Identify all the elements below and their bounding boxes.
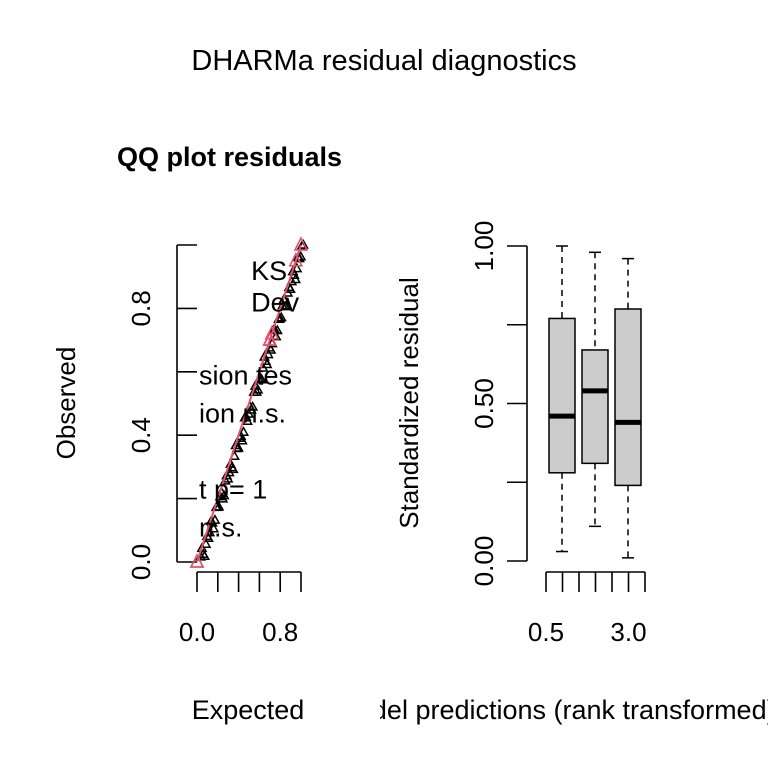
- qq-point: [261, 358, 273, 369]
- qq-point: [270, 330, 282, 341]
- qq-overlay-text: t p= 1: [199, 475, 267, 505]
- qq-point: [290, 273, 302, 284]
- qq-x-axis: 0.0 0.8: [179, 571, 302, 647]
- qq-overlay-text: ion n.s.: [199, 399, 286, 429]
- qq-point: [284, 283, 296, 293]
- qq-overlay-text: KS: [251, 256, 287, 286]
- box-y-axis-label: Standardized residual: [394, 277, 424, 529]
- qq-point: [247, 401, 259, 411]
- qq-reference-line: [196, 244, 302, 563]
- qq-point: [208, 522, 220, 533]
- qq-point: [222, 472, 234, 483]
- boxplot-box: [548, 317, 576, 474]
- qq-point: [213, 500, 225, 511]
- qq-x-axis-label: Expected: [192, 695, 305, 725]
- box-y-tick-label: 0.50: [469, 378, 499, 429]
- residual-boxplot-panel: 0.00 0.50 1.00 0.5 3.0 Standardized residua…: [334, 221, 768, 725]
- box-y-tick-label: 0.00: [469, 536, 499, 587]
- qq-point: [199, 550, 211, 561]
- box-y-axis: 0.00 0.50 1.00: [469, 221, 528, 587]
- boxplot-box-group: [614, 257, 642, 559]
- qq-y-tick-label: 0.8: [126, 290, 156, 326]
- qq-point: [241, 415, 253, 426]
- qq-outlier-triangle: [264, 324, 280, 340]
- qq-outlier-triangle: [189, 553, 205, 568]
- qq-point: [280, 299, 292, 310]
- boxplot-box-group: [548, 245, 576, 553]
- boxplot-box: [581, 349, 609, 465]
- boxplot-box-group: [581, 251, 609, 528]
- box-y-tick-label: 1.00: [469, 221, 499, 272]
- qq-point: [278, 293, 290, 304]
- qq-point: [275, 311, 287, 322]
- qq-plot-title: QQ plot residuals: [117, 142, 342, 172]
- qq-y-tick-label: 0.0: [126, 544, 156, 580]
- qq-point: [227, 463, 239, 474]
- qq-outlier-triangle: [288, 252, 304, 267]
- box-x-axis: 0.5 3.0: [528, 571, 647, 647]
- qq-point: [297, 238, 309, 249]
- qq-point: [256, 373, 268, 384]
- qq-x-tick-label: 0.8: [262, 617, 298, 647]
- qq-point: [232, 441, 244, 452]
- qq-point: [265, 343, 277, 354]
- qq-point: [218, 489, 230, 500]
- qq-point: [295, 250, 307, 261]
- box-x-axis-label-clip: Model predictions (rank transformed): [334, 695, 768, 725]
- qq-point: [202, 532, 214, 542]
- qq-y-tick-label: 0.4: [126, 417, 156, 453]
- qq-point: [238, 426, 250, 436]
- qq-overlay-text: sion tes: [199, 360, 292, 390]
- qq-x-tick-label: 0.0: [179, 617, 215, 647]
- box-x-tick-label: 0.5: [528, 617, 564, 647]
- box-x-tick-label: 3.0: [610, 617, 646, 647]
- figure-title: DHARMa residual diagnostics: [191, 45, 576, 77]
- qq-plot-panel: QQ plot residuals 0.0 0.4 0.8 0.0 0.8 KSDev…: [51, 142, 342, 725]
- qq-overlay-text: n.s.: [199, 513, 243, 543]
- qq-overlay-text: Dev: [251, 288, 300, 318]
- qq-point: [209, 514, 221, 524]
- qq-outlier-triangles: [189, 236, 309, 568]
- boxplot-boxes: [548, 245, 642, 559]
- qq-point: [271, 324, 283, 335]
- qq-y-axis-label: Observed: [51, 347, 81, 460]
- qq-point: [252, 383, 264, 394]
- qq-outlier-triangle: [293, 236, 309, 251]
- box-x-axis-label: Model predictions (rank transformed): [334, 695, 768, 725]
- qq-y-axis: 0.0 0.4 0.8: [126, 244, 197, 580]
- boxplot-box: [614, 308, 642, 487]
- qq-point: [291, 262, 303, 273]
- qq-point: [236, 434, 248, 445]
